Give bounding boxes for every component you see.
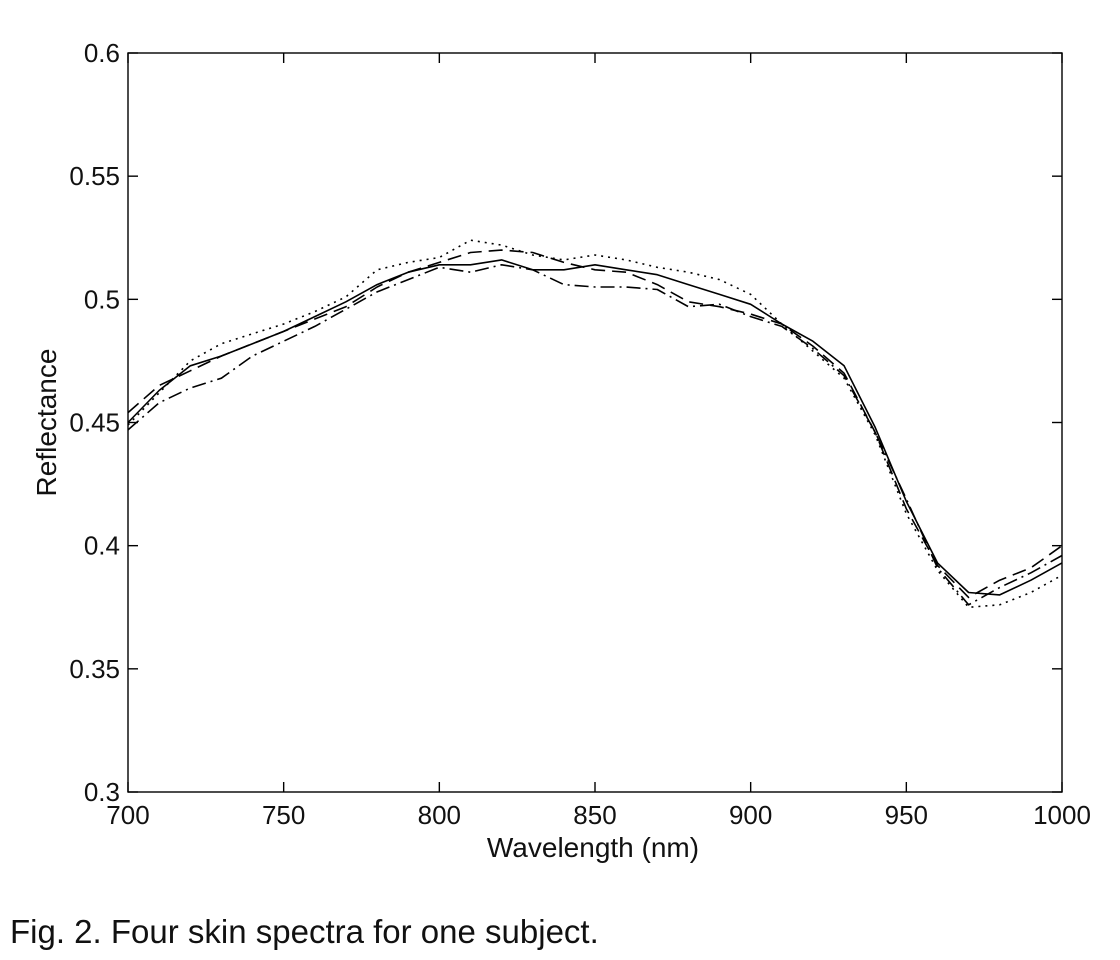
y-tick-label: 0.4 [84,531,120,561]
y-tick-label: 0.3 [84,777,120,807]
spectrum-line-solid [127,259,1063,596]
figure-caption: Fig. 2. Four skin spectra for one subjec… [10,913,599,950]
axis-ticks [127,52,1063,793]
x-tick-label: 900 [729,800,772,830]
plot-lines [127,239,1063,609]
x-axis-label: Wavelength (nm) [487,832,699,863]
x-tick-label: 950 [885,800,928,830]
x-tick-label: 700 [106,800,149,830]
spectrum-line-dashed [127,249,1063,599]
spectrum-line-dotted [127,239,1063,609]
y-tick-label: 0.5 [84,284,120,314]
y-tick-label: 0.55 [69,161,120,191]
y-tick-label: 0.6 [84,38,120,68]
x-tick-label: 1000 [1033,800,1091,830]
tick-labels: 700 750 800 850 900 950 1000 0.3 0.35 0.4 0.45 0.5 0… [69,38,1091,830]
y-tick-label: 0.45 [69,408,120,438]
plot-frame [127,52,1063,793]
spectrum-line-dashdot [127,263,1063,606]
x-tick-label: 850 [573,800,616,830]
reflectance-chart: 700 750 800 850 900 950 1000 0.3 0.35 0.4 0.45 0.5 0… [31,38,1091,863]
y-tick-label: 0.35 [69,654,120,684]
x-tick-label: 750 [262,800,305,830]
x-tick-label: 800 [418,800,461,830]
y-axis-label: Reflectance [31,349,62,497]
